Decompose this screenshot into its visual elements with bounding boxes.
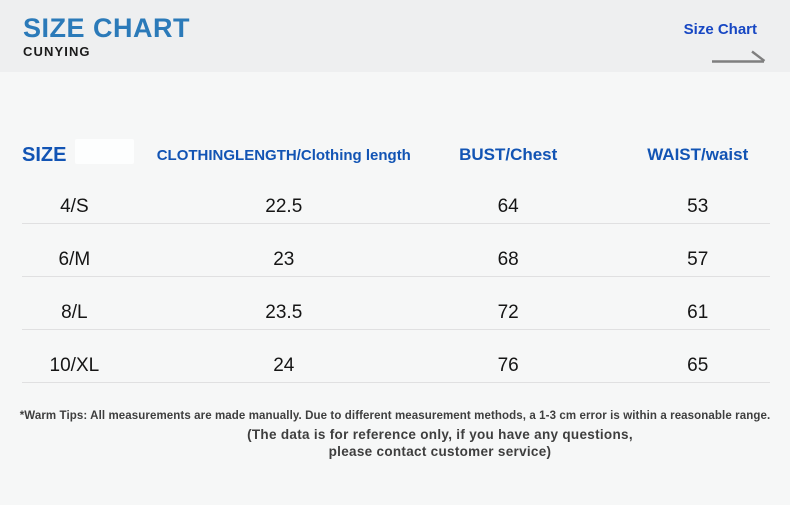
table-body: 4/S 22.5 64 53 6/M 23 68 57 8/L 23.5 72 … [22, 171, 770, 383]
size-value: 4/S [60, 196, 89, 217]
warm-tips-line: *Warm Tips: All measurements are made ma… [19, 410, 771, 422]
bust-value: 68 [497, 249, 519, 270]
table-row: 6/M 23 68 57 [22, 224, 770, 277]
size-table: SIZE CLOTHINGLENGTH/Clothing length BUST… [0, 143, 790, 383]
waist-value: 57 [687, 249, 709, 270]
bust-value: 64 [497, 196, 519, 217]
table-row: 4/S 22.5 64 53 [22, 171, 770, 224]
clothing-length-value: 23 [273, 249, 295, 270]
column-header-waist: WAIST/waist [647, 145, 749, 164]
size-chart-link[interactable]: Size Chart [683, 21, 757, 38]
brand-block: SIZE CHART CUNYING [23, 13, 190, 60]
clothing-length-value: 24 [273, 355, 295, 376]
waist-value: 65 [687, 355, 709, 376]
column-header-size: SIZE [22, 143, 67, 166]
column-header-clothing-length: CLOTHINGLENGTH/Clothing length [156, 146, 411, 164]
clothing-length-value: 22.5 [265, 196, 303, 217]
reference-note-line: (The data is for reference only, if you … [247, 427, 633, 442]
bust-value: 72 [497, 302, 519, 323]
background-highlight-artifact [75, 139, 134, 164]
waist-value: 53 [687, 196, 709, 217]
size-value: 10/XL [49, 355, 100, 376]
reference-note-block: (The data is for reference only, if you … [45, 426, 790, 460]
arrow-right-icon [711, 48, 767, 64]
table-header-row: SIZE CLOTHINGLENGTH/Clothing length BUST… [22, 143, 770, 167]
size-value: 8/L [61, 302, 88, 323]
table-row: 10/XL 24 76 65 [22, 330, 770, 383]
contact-note-line: please contact customer service) [328, 444, 552, 459]
page-title: SIZE CHART [23, 13, 190, 43]
waist-value: 61 [687, 302, 709, 323]
table-row: 8/L 23.5 72 61 [22, 277, 770, 330]
header-band: SIZE CHART CUNYING Size Chart [0, 0, 790, 72]
warm-tips-notes: *Warm Tips: All measurements are made ma… [0, 410, 790, 460]
size-value: 6/M [58, 249, 91, 270]
brand-name: CUNYING [23, 44, 91, 59]
clothing-length-value: 23.5 [265, 302, 303, 323]
column-header-bust: BUST/Chest [459, 145, 558, 164]
bust-value: 76 [497, 355, 519, 376]
